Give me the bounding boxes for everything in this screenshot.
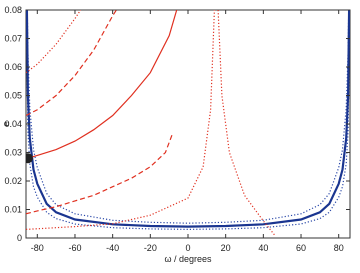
y-tick-label: 0.02 <box>4 176 22 186</box>
series-line <box>26 132 174 215</box>
x-tick-label: -40 <box>106 243 119 253</box>
y-tick-label: 0.06 <box>4 62 22 72</box>
series-line <box>27 10 178 159</box>
series-line <box>26 10 117 117</box>
x-tick-label: -20 <box>144 243 157 253</box>
y-tick-label: 0.05 <box>4 91 22 101</box>
series-line <box>26 10 350 224</box>
series-line <box>26 10 350 231</box>
y-tick-label: 0.08 <box>4 5 22 15</box>
x-tick-label: 40 <box>258 243 268 253</box>
y-axis-label: e <box>1 121 11 126</box>
series-line <box>26 10 82 74</box>
y-tick-label: 0.07 <box>4 34 22 44</box>
y-tick-label: 0 <box>17 233 22 243</box>
x-tick-label: 0 <box>185 243 190 253</box>
x-tick-label: 20 <box>221 243 231 253</box>
y-tick-label: 0.01 <box>4 205 22 215</box>
y-tick-label: 0.04 <box>4 119 22 129</box>
plot-frame <box>25 9 351 239</box>
x-axis-label: ω / degrees <box>164 254 212 264</box>
y-tick-label: 0.03 <box>4 148 22 158</box>
x-tick-label: 80 <box>334 243 344 253</box>
x-tick-label: -60 <box>68 243 81 253</box>
series-line <box>26 10 350 228</box>
plot-area <box>26 10 350 236</box>
x-tick-label: 60 <box>296 243 306 253</box>
marker-point <box>26 153 33 164</box>
series-line <box>26 10 276 236</box>
x-tick-label: -80 <box>31 243 44 253</box>
